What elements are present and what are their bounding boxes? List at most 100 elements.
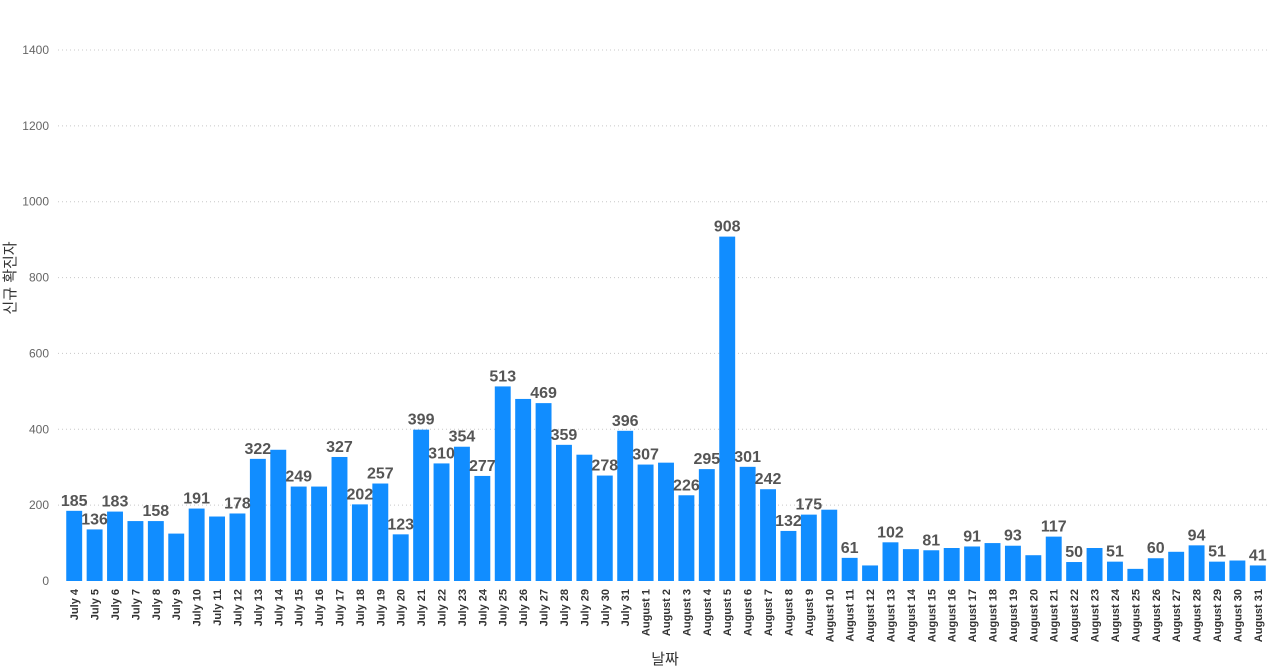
bar <box>1025 555 1042 581</box>
x-tick-label: August 20 <box>1028 589 1040 642</box>
bar <box>637 464 654 581</box>
bar <box>107 511 123 581</box>
bar <box>1045 536 1062 581</box>
x-tick-label: August 23 <box>1090 589 1102 642</box>
bar <box>494 386 511 581</box>
x-tick-label: July 11 <box>212 589 224 626</box>
bar <box>433 463 450 581</box>
x-tick-label: July 23 <box>457 589 469 626</box>
x-tick-label: August 5 <box>722 589 734 636</box>
x-tick-label: July 26 <box>518 589 530 626</box>
data-label: 257 <box>367 466 394 483</box>
x-tick-label: July 21 <box>416 589 428 626</box>
bar <box>780 530 797 581</box>
bar <box>760 489 776 581</box>
x-tick-label: July 4 <box>69 588 81 620</box>
bar <box>719 236 736 581</box>
x-tick-label: August 25 <box>1130 589 1142 642</box>
bar <box>1127 568 1144 581</box>
bar <box>1249 565 1266 581</box>
bar <box>739 466 756 581</box>
bar <box>1086 548 1103 581</box>
x-tick-label: August 24 <box>1110 588 1122 642</box>
bar <box>351 504 368 581</box>
y-tick-label: 400 <box>29 422 49 436</box>
x-tick-label: July 28 <box>559 589 571 626</box>
bar <box>821 509 838 581</box>
x-tick-label: July 12 <box>232 589 244 626</box>
data-label: 60 <box>1147 540 1165 557</box>
data-label: 117 <box>1041 519 1067 536</box>
bar <box>147 521 164 581</box>
data-label: 327 <box>326 439 353 456</box>
x-tick-label: July 29 <box>579 589 591 626</box>
bar <box>535 403 552 581</box>
x-tick-label: July 24 <box>477 588 489 626</box>
bar <box>882 542 899 581</box>
data-label: 301 <box>734 449 761 466</box>
gridlines <box>58 49 1268 506</box>
x-tick-label: August 31 <box>1253 589 1265 642</box>
data-label: 132 <box>775 513 802 530</box>
bar <box>474 475 491 581</box>
x-tick-label: August 29 <box>1212 589 1224 642</box>
x-tick-label: August 14 <box>906 588 918 642</box>
y-tick-label: 1400 <box>22 43 49 57</box>
data-label: 50 <box>1065 544 1083 561</box>
bar <box>556 444 572 581</box>
bar <box>576 454 593 581</box>
data-label: 399 <box>408 412 435 429</box>
data-label: 226 <box>673 477 700 494</box>
bar <box>658 462 674 581</box>
bar <box>453 446 470 581</box>
x-tick-label: August 12 <box>865 589 877 642</box>
bar <box>596 475 613 581</box>
x-tick-label: August 4 <box>702 588 714 636</box>
x-tick-label: August 9 <box>804 589 816 636</box>
bar <box>66 510 83 581</box>
bar <box>290 486 307 581</box>
bar <box>1106 561 1123 581</box>
bar <box>841 557 858 581</box>
x-axis-tick-labels: July 4 July 5 July 6 July 7 July 8 July 9 July… <box>69 588 1265 642</box>
bar <box>392 534 409 581</box>
data-label: 93 <box>1004 528 1022 545</box>
x-tick-label: August 15 <box>926 589 938 642</box>
x-tick-label: July 13 <box>253 589 265 626</box>
y-axis-tick-labels: 0 200 400 600 800 1000 1200 1400 <box>22 43 49 588</box>
data-label: 178 <box>224 495 251 512</box>
x-tick-label: August 10 <box>824 589 836 642</box>
x-axis-title: 날짜 <box>651 651 679 666</box>
data-label: 136 <box>81 511 108 528</box>
y-tick-label: 1200 <box>22 119 49 133</box>
x-tick-label: July 16 <box>314 589 326 626</box>
x-tick-label: August 19 <box>1008 589 1020 642</box>
data-label: 908 <box>714 219 741 236</box>
x-tick-label: July 5 <box>90 589 102 620</box>
bar <box>1168 551 1185 581</box>
x-tick-label: July 30 <box>600 589 612 626</box>
data-label: 469 <box>530 385 557 402</box>
x-tick-label: August 16 <box>947 589 959 642</box>
data-label: 51 <box>1106 544 1124 561</box>
data-label: 354 <box>449 429 476 446</box>
x-tick-label: July 8 <box>151 589 163 620</box>
x-tick-label: August 21 <box>1049 589 1061 642</box>
bar <box>188 508 205 581</box>
data-label: 295 <box>693 451 720 468</box>
data-label: 359 <box>551 427 578 444</box>
data-label: 277 <box>469 458 496 475</box>
bar <box>964 546 981 581</box>
y-tick-label: 0 <box>42 574 49 588</box>
x-tick-label: August 1 <box>641 589 653 636</box>
data-label: 396 <box>612 413 639 430</box>
bar <box>1209 561 1225 581</box>
data-label: 183 <box>102 494 129 511</box>
x-tick-label: July 31 <box>620 589 632 626</box>
x-tick-label: August 26 <box>1151 589 1163 642</box>
x-tick-label: July 25 <box>498 589 510 626</box>
x-tick-label: July 6 <box>110 589 122 620</box>
x-tick-label: August 3 <box>681 589 693 636</box>
data-label: 175 <box>795 497 822 514</box>
